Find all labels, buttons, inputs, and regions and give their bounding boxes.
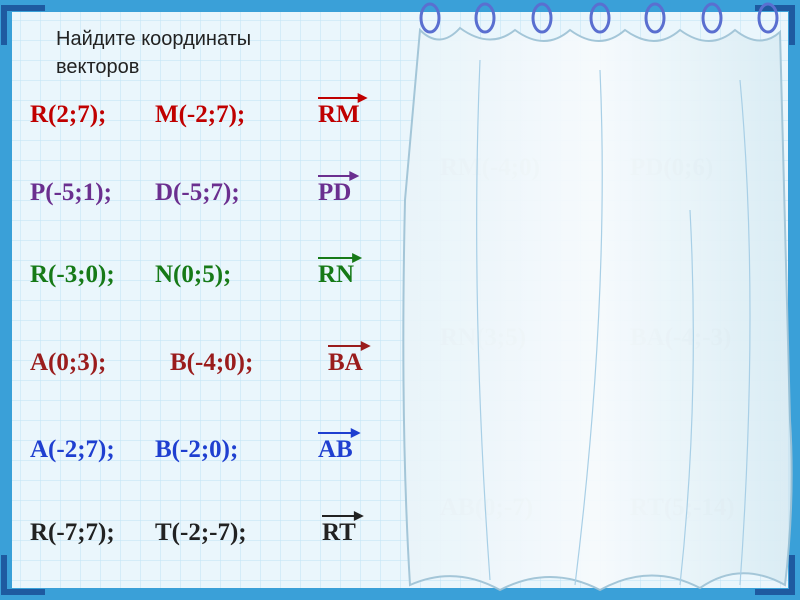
point: R(-3;0);	[30, 261, 115, 288]
vector: RT	[322, 519, 356, 546]
point: A(0;3);	[30, 349, 106, 376]
point: N(0;5);	[155, 261, 231, 288]
corner	[1, 5, 45, 45]
vector-arrowhead	[357, 93, 368, 103]
title-text: векторов	[56, 56, 139, 78]
curtain-cloth	[402, 26, 793, 592]
ring	[644, 2, 666, 34]
point: M(-2;7);	[155, 101, 245, 128]
point: P(-5;1);	[30, 179, 112, 206]
vector-arrowhead	[352, 253, 363, 263]
title-text: Найдите координаты	[56, 28, 251, 50]
vector: RN	[318, 261, 354, 288]
corner	[1, 555, 45, 595]
point: T(-2;-7);	[155, 519, 247, 546]
point: R(2;7);	[30, 101, 106, 128]
point: B(-4;0);	[170, 349, 253, 376]
vector: AB	[318, 436, 353, 463]
point: D(-5;7);	[155, 179, 240, 206]
point: A(-2;7);	[30, 436, 115, 463]
ring	[531, 2, 553, 34]
corner	[755, 5, 795, 45]
vector-arrowhead	[349, 171, 360, 181]
corner	[755, 555, 795, 595]
point: B(-2;0);	[155, 436, 238, 463]
ring	[589, 2, 611, 34]
ring	[701, 2, 723, 34]
vector-arrowhead	[360, 341, 371, 351]
folds	[476, 59, 751, 586]
vector-arrowhead	[353, 511, 364, 521]
vector: PD	[318, 179, 351, 206]
point: R(-7;7);	[30, 519, 115, 546]
title: Найдите координаты векторов	[56, 28, 257, 78]
vector-arrowhead	[350, 428, 361, 438]
vector: BA	[328, 349, 363, 376]
rings	[419, 2, 779, 34]
ring	[757, 2, 779, 34]
curtain	[402, 26, 793, 592]
vector: RM	[318, 101, 360, 128]
ring	[474, 2, 496, 34]
ring	[419, 2, 441, 34]
